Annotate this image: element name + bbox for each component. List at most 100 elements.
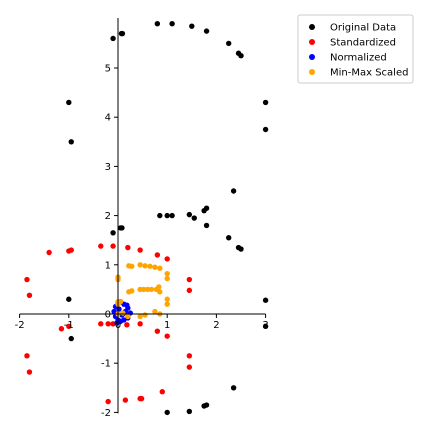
legend-marker [309, 24, 315, 30]
data-point [68, 335, 74, 342]
y-tick-label: 3 [105, 162, 111, 173]
data-point [125, 244, 131, 251]
data-point [203, 222, 210, 229]
data-point [157, 265, 163, 271]
data-point [164, 256, 170, 262]
data-point [164, 212, 170, 219]
data-point [26, 292, 33, 299]
data-point [203, 28, 210, 34]
data-point [111, 308, 117, 315]
data-point [169, 212, 175, 219]
data-point [189, 23, 195, 29]
data-point [186, 276, 193, 283]
data-point [124, 302, 130, 308]
data-point [152, 308, 158, 315]
y-tick-label: 0 [105, 310, 111, 321]
data-point [110, 35, 116, 42]
data-point [186, 211, 193, 218]
data-point [142, 312, 148, 318]
data-point [110, 243, 116, 249]
y-tick-label: 5 [105, 64, 111, 75]
data-point [230, 188, 237, 194]
data-point [140, 286, 147, 293]
data-point [186, 353, 193, 359]
data-point [154, 328, 161, 334]
legend-box [297, 14, 414, 84]
data-point [154, 252, 161, 258]
data-point [262, 297, 269, 303]
data-point [164, 333, 170, 339]
data-point [154, 21, 161, 27]
y-tick-label: -2 [101, 408, 111, 419]
legend-label: Standardized [330, 38, 396, 49]
data-point [117, 299, 124, 305]
data-point [164, 275, 170, 282]
data-point [262, 99, 269, 106]
x-tick-label: 1 [164, 320, 170, 331]
x-tick-label: 2 [213, 320, 219, 331]
data-point [124, 322, 130, 328]
series-1 [24, 243, 193, 405]
legend: Original Data Standardized Normalized Min-M… [297, 14, 414, 84]
data-point [147, 263, 153, 269]
data-point [116, 306, 122, 312]
data-point [152, 264, 158, 270]
y-tick-label: 4 [105, 113, 111, 124]
legend-label: Original Data [330, 23, 396, 34]
data-point [164, 296, 170, 302]
data-point [119, 225, 125, 231]
data-point [186, 287, 193, 294]
data-point [148, 286, 155, 293]
data-point [157, 289, 163, 295]
legend-marker [309, 69, 315, 75]
legend-label: Normalized [330, 53, 387, 64]
data-point [68, 139, 74, 145]
data-point [120, 310, 126, 316]
data-point [262, 126, 269, 133]
data-point [137, 247, 143, 253]
series-3 [115, 262, 170, 320]
data-point [156, 284, 162, 290]
data-point [157, 212, 163, 219]
data-point [142, 263, 148, 269]
data-point [24, 353, 30, 359]
y-tick-label: 1 [105, 260, 111, 271]
y-tick-label: 2 [105, 211, 111, 222]
data-point [201, 207, 207, 214]
data-point [164, 409, 170, 416]
data-point [26, 369, 33, 375]
data-point [66, 323, 72, 329]
data-point [238, 246, 244, 252]
data-point [110, 230, 116, 236]
data-point [230, 385, 237, 391]
axes: -2 -1 0 1 2 3 -2 -1 0 1 2 3 4 5 [15, 18, 269, 419]
data-point [98, 243, 104, 249]
data-point [226, 40, 232, 47]
data-point [122, 397, 129, 403]
data-point [137, 313, 143, 320]
data-point [144, 286, 151, 293]
data-point [68, 247, 74, 253]
data-point [24, 276, 30, 283]
data-point [159, 389, 165, 395]
data-point [125, 313, 131, 320]
x-tick-label: 0 [115, 320, 121, 331]
data-point [186, 408, 193, 415]
data-point [129, 263, 135, 269]
data-point [226, 235, 232, 241]
data-point [105, 398, 111, 405]
x-tick-label: 3 [262, 320, 268, 331]
data-point [138, 395, 145, 402]
data-point [262, 323, 269, 329]
data-point [66, 296, 72, 302]
data-point [129, 288, 135, 294]
data-point [98, 321, 104, 327]
legend-marker [309, 54, 315, 60]
data-point [46, 249, 52, 256]
points-layer [24, 21, 269, 416]
legend-marker [309, 39, 315, 45]
x-tick-label: -2 [15, 320, 25, 331]
data-point [58, 326, 65, 332]
y-tick-label: -1 [101, 359, 111, 370]
